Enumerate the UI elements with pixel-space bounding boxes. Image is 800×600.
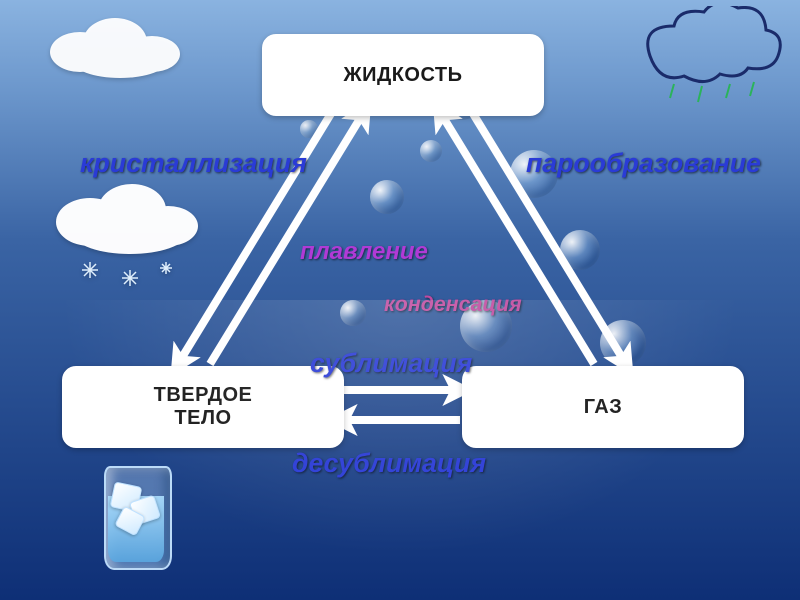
snow-cloud-icon <box>40 180 210 300</box>
bubble-decoration <box>340 300 366 326</box>
label-condensation: конденсация <box>384 292 522 317</box>
label-desublimation: десублимация <box>292 448 486 479</box>
bubble-decoration <box>370 180 404 214</box>
cloud-icon <box>40 10 190 80</box>
diagram-canvas: ЖИДКОСТЬ ТВЕРДОЕ ТЕЛО ГАЗ кристаллизация… <box>0 0 800 600</box>
label-crystallization: кристаллизация <box>80 148 307 179</box>
bubble-decoration <box>420 140 442 162</box>
label-melting: плавление <box>300 238 428 266</box>
node-label: ЖИДКОСТЬ <box>344 64 463 87</box>
node-label: ТВЕРДОЕ ТЕЛО <box>154 384 253 430</box>
node-solid: ТВЕРДОЕ ТЕЛО <box>62 366 344 448</box>
label-vaporization: парообразование <box>526 148 761 179</box>
bubble-decoration <box>600 320 646 366</box>
node-liquid: ЖИДКОСТЬ <box>262 34 544 116</box>
label-sublimation: сублимация <box>310 348 472 379</box>
ice-glass-icon <box>88 456 184 586</box>
node-label: ГАЗ <box>584 396 623 419</box>
rain-cloud-icon <box>630 6 790 121</box>
bubble-decoration <box>300 120 318 138</box>
node-gas: ГАЗ <box>462 366 744 448</box>
bubble-decoration <box>560 230 600 270</box>
